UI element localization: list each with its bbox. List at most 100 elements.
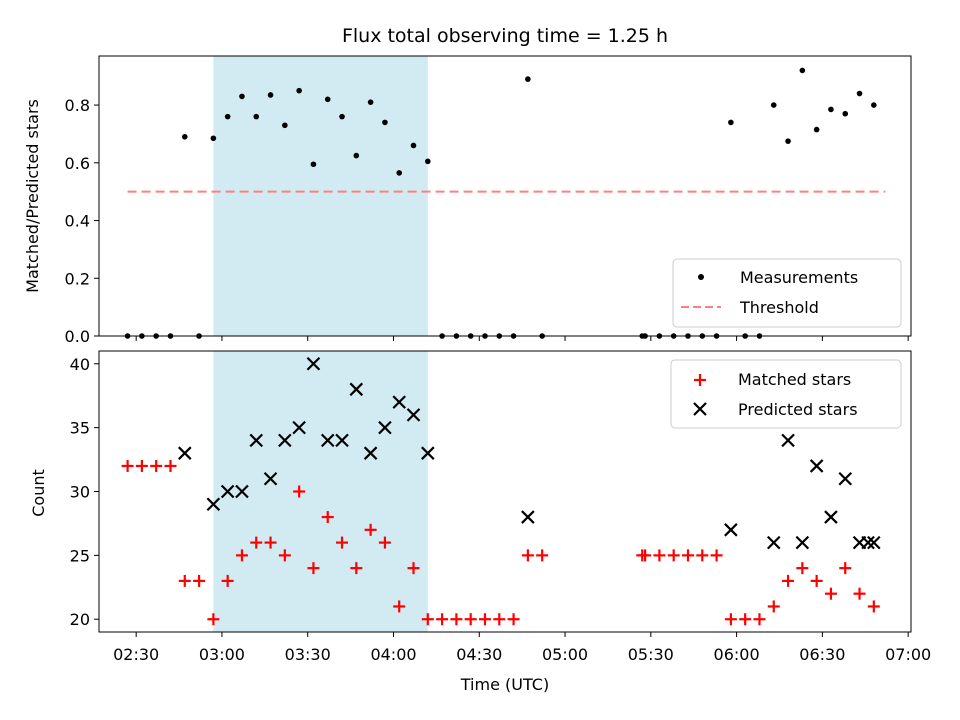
matched-star-point [681,549,694,562]
matched-star-point [293,485,306,498]
measurement-point [253,113,260,120]
predicted-star-point [421,446,435,460]
matched-star-point [653,549,666,562]
matched-star-point [421,613,434,626]
matched-star-point [753,613,766,626]
predicted-star-point [521,510,535,524]
matched-star-point [336,536,349,549]
measurement-point [813,126,820,133]
measurement-point [367,99,374,105]
top-panel: 0.00.20.40.60.8 Matched/Predicted stars … [23,55,912,346]
y-tick-label: 0.2 [65,269,90,288]
predicted-star-point [320,433,335,448]
measurement-point [310,161,317,168]
matched-star-point [121,459,134,472]
measurement-point [410,142,417,149]
predicted-star-point [206,497,221,512]
x-tick-label: 07:00 [885,645,931,664]
matched-star-point [235,549,248,562]
measurement-point [728,119,734,126]
matched-star-point [393,600,406,613]
legend-measurements-label: Measurements [740,268,858,287]
measurement-point [525,76,531,82]
top-x-ticks [135,336,909,341]
matched-star-point [767,600,780,613]
matched-star-point [264,536,277,549]
matched-star-point [321,511,334,524]
x-tick-label: 06:30 [799,645,845,664]
measurement-point [799,67,806,74]
matched-star-point [810,574,823,587]
predicted-star-point [406,408,421,422]
matched-star-point [250,536,263,549]
matched-star-point [839,562,852,575]
legend-matched-marker [694,374,706,386]
top-legend-box [672,258,902,328]
predicted-star-point [292,420,306,435]
matched-star-point [639,549,652,562]
predicted-star-point [724,523,738,537]
matched-star-point [307,562,320,575]
predicted-star-point [349,382,364,397]
matched-star-point [378,536,391,549]
x-tick-label: 02:30 [113,645,159,664]
predicted-star-point [809,459,824,473]
measurement-point [324,96,331,103]
y-tick-label: 0.4 [65,212,90,231]
predicted-star-point [795,535,810,550]
matched-star-point [867,600,880,613]
matched-star-point [278,549,291,562]
matched-star-point [782,574,795,587]
measurement-point [239,93,245,100]
predicted-star-point [235,484,249,499]
matched-star-point [724,613,737,626]
legend-matched-label: Matched stars [738,370,851,389]
measurement-point [396,170,403,176]
y-tick-label: 0.0 [65,327,90,346]
bottom-x-ticks: 02:30 03:00 03:30 04:00 04:30 05:00 05:30 06:00… [113,632,931,664]
legend-predicted-marker [693,402,707,416]
bottom-legend-box [670,359,902,429]
predicted-star-point [363,446,378,460]
matched-star-point [178,574,191,587]
measurement-point [382,119,388,126]
top-axes-frame [98,55,912,337]
matched-star-point [407,562,420,575]
measurement-point [828,106,834,113]
x-tick-label: 04:30 [456,645,502,664]
x-tick-label: 04:00 [370,645,416,664]
legend-measurements-marker [698,274,704,280]
matched-star-point [521,549,534,562]
measurement-point [871,102,877,108]
legend-predicted-label: Predicted stars [738,400,858,419]
matched-star-point [164,459,177,472]
x-tick-label: 03:30 [285,645,331,664]
measurement-point [339,113,345,120]
top-legend: Measurements Threshold [672,258,902,328]
matched-star-point [853,587,866,600]
x-tick-label: 05:30 [628,645,674,664]
legend-threshold-label: Threshold [739,298,819,317]
y-tick-label: 25 [70,546,90,565]
predicted-star-point [392,395,406,409]
measurement-point [842,110,849,117]
matched-star-point [507,613,520,626]
measurement-point [210,135,217,142]
measurement-point [224,113,231,120]
predicted-star-point [220,484,235,499]
matched-star-point [436,613,449,626]
predicted-star-point [177,446,192,460]
predicted-star-point [249,433,264,448]
y-tick-label: 40 [70,355,90,374]
matched-star-point [135,459,148,472]
x-tick-label: 03:00 [199,645,245,664]
bottom-panel: 20 25 30 35 40 02:30 03:00 03:30 04:00 04:30 05:0… [29,350,931,694]
matched-star-point [824,587,837,600]
matched-star-point [450,613,463,626]
x-tick-label: 05:00 [542,645,588,664]
predicted-star-point [335,433,349,448]
matched-star-point [150,459,163,472]
matched-star-point [739,613,752,626]
x-axis-label: Time (UTC) [460,675,549,694]
predicted-star-point [766,535,781,550]
